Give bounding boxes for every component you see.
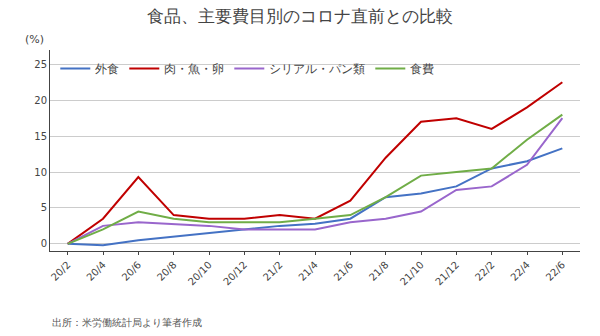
svg-text:20/8: 20/8 <box>155 259 179 283</box>
svg-text:20/12: 20/12 <box>221 259 249 287</box>
svg-text:22/2: 22/2 <box>473 259 497 283</box>
svg-text:21/4: 21/4 <box>296 259 320 283</box>
svg-text:21/2: 21/2 <box>261 259 285 283</box>
svg-text:肉・魚・卵: 肉・魚・卵 <box>164 62 224 76</box>
svg-text:20: 20 <box>34 95 47 106</box>
svg-text:21/6: 21/6 <box>332 259 356 283</box>
svg-text:21/8: 21/8 <box>367 259 391 283</box>
svg-text:20/6: 20/6 <box>120 259 144 283</box>
svg-text:20/10: 20/10 <box>186 259 214 287</box>
svg-text:食費: 食費 <box>410 62 434 76</box>
svg-text:5: 5 <box>41 202 47 213</box>
svg-text:出所：米労働統計局より筆者作成: 出所：米労働統計局より筆者作成 <box>52 317 202 328</box>
svg-text:0: 0 <box>41 238 47 249</box>
svg-text:(%): (%) <box>25 33 44 46</box>
svg-text:22/4: 22/4 <box>508 259 532 283</box>
svg-text:21/10: 21/10 <box>398 259 426 287</box>
svg-text:21/12: 21/12 <box>433 259 461 287</box>
svg-text:10: 10 <box>34 167 47 178</box>
svg-text:15: 15 <box>34 131 47 142</box>
svg-text:25: 25 <box>34 59 47 70</box>
svg-text:外食: 外食 <box>95 62 119 76</box>
svg-text:20/4: 20/4 <box>84 259 108 283</box>
svg-text:食品、主要費目別のコロナ直前との比較: 食品、主要費目別のコロナ直前との比較 <box>147 6 453 26</box>
svg-text:シリアル・パン類: シリアル・パン類 <box>269 62 365 76</box>
svg-text:22/6: 22/6 <box>544 259 568 283</box>
svg-text:20/2: 20/2 <box>49 259 73 283</box>
